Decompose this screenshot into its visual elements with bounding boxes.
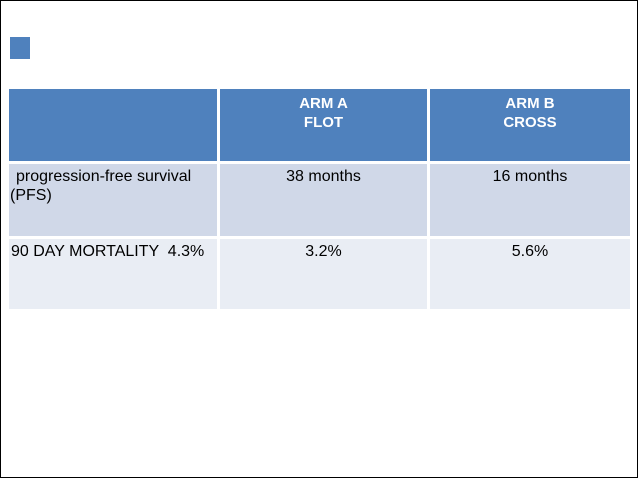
pfs-arm-a-value: 38 months bbox=[220, 164, 427, 236]
mortality-label-cell: 90 DAY MORTALITY 4.3% bbox=[9, 239, 217, 309]
header-arm-b-name: ARM B bbox=[505, 95, 555, 112]
header-cell-arm-a: ARM A FLOT bbox=[220, 89, 427, 161]
pfs-label-line1: progression-free survival bbox=[16, 168, 192, 185]
mortality-arm-a-value: 3.2% bbox=[220, 239, 427, 309]
pfs-label-cell: progression-free survival (PFS) bbox=[9, 164, 217, 236]
header-arm-a-regimen: FLOT bbox=[303, 114, 344, 131]
pfs-label-line2: (PFS) bbox=[10, 187, 52, 204]
header-arm-a-name: ARM A bbox=[299, 95, 348, 112]
header-arm-b-regimen: CROSS bbox=[503, 114, 557, 131]
pfs-arm-b-value: 16 months bbox=[430, 164, 630, 236]
header-cell-arm-b: ARM B CROSS bbox=[430, 89, 630, 161]
header-cell-empty bbox=[9, 89, 217, 161]
accent-square bbox=[10, 37, 30, 59]
mortality-arm-b-value: 5.6% bbox=[430, 239, 630, 309]
results-table: ARM A FLOT ARM B CROSS progression-free … bbox=[9, 89, 630, 309]
